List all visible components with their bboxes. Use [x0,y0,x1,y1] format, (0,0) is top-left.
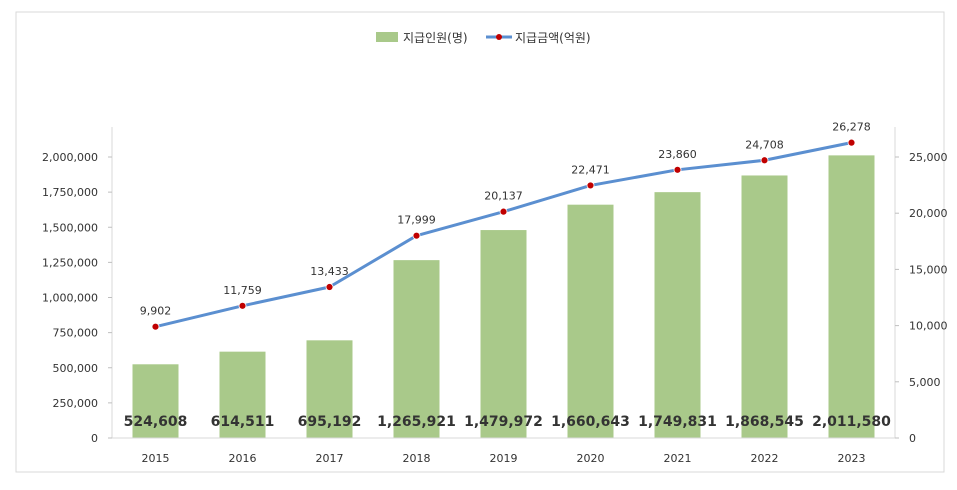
line-value-label: 23,860 [658,148,697,161]
line-value-label: 26,278 [832,121,871,134]
x-tick-label: 2019 [490,452,518,465]
line-point [586,181,595,190]
bar-value-label: 1,660,643 [551,414,630,430]
right-tick-label: 25,000 [909,151,948,164]
line-value-label: 13,433 [310,265,349,278]
left-tick-label: 1,000,000 [42,292,98,305]
bar-data-labels: 524,608 614,511 695,192 1,265,921 1,479,972 1… [124,414,892,430]
bar [480,230,527,438]
line-point [847,138,856,147]
bar-value-label: 524,608 [124,414,188,430]
line-point [673,165,682,174]
line-point [499,207,508,216]
x-tick-label: 2022 [751,452,779,465]
line-point [238,301,247,310]
bar [828,155,875,438]
right-tick-label: 5,000 [909,376,941,389]
legend-line-label: 지급금액(억원) [515,31,591,45]
x-tick-label: 2020 [577,452,605,465]
x-axis: 2015 2016 2017 2018 2019 2020 2021 2022 2023 [112,437,895,465]
right-axis: 0 5,000 10,000 15,000 20,000 25,000 [894,127,948,445]
x-tick-label: 2017 [316,452,344,465]
line-value-label: 20,137 [484,190,523,203]
legend: 지급인원(명) 지급금액(억원) [376,31,591,45]
left-tick-label: 1,500,000 [42,221,98,234]
line-point [325,283,334,291]
bar [567,204,614,438]
line-value-label: 22,471 [571,163,610,176]
bar-value-label: 1,479,972 [464,414,543,430]
left-tick-label: 500,000 [53,362,99,375]
legend-line-marker [496,34,502,40]
bar [306,340,353,438]
bar-value-label: 2,011,580 [812,414,891,430]
right-tick-label: 20,000 [909,207,948,220]
x-tick-label: 2016 [229,452,257,465]
left-tick-label: 250,000 [53,397,99,410]
bar-value-label: 1,749,831 [638,414,717,430]
right-tick-label: 0 [909,432,916,445]
line-value-label: 24,708 [745,138,784,151]
left-tick-label: 1,750,000 [42,186,98,199]
bar-series [132,155,875,438]
line-point [760,156,769,165]
bar [741,175,788,438]
left-tick-label: 2,000,000 [42,151,98,164]
line-series: 9,902 11,759 13,433 17,999 20,137 22,471 23,86… [140,121,871,331]
line-point [151,322,160,331]
line-value-label: 11,759 [223,284,262,297]
bar [219,351,266,438]
left-tick-label: 750,000 [53,327,99,340]
line-point [412,231,421,240]
bar [132,364,179,438]
left-tick-label: 0 [91,432,98,445]
bar [393,260,440,438]
bar-value-label: 695,192 [298,414,362,430]
bar-value-label: 614,511 [211,414,275,430]
right-tick-label: 10,000 [909,320,948,333]
bar [654,192,701,438]
x-tick-label: 2023 [838,452,866,465]
x-tick-label: 2018 [403,452,431,465]
left-axis: 0 250,000 500,000 750,000 1,000,000 1,250,000… [42,127,113,445]
bar-value-label: 1,868,545 [725,414,804,430]
x-tick-label: 2021 [664,452,692,465]
left-tick-label: 1,250,000 [42,256,98,269]
legend-bar-label: 지급인원(명) [403,31,468,45]
x-tick-label: 2015 [142,452,170,465]
legend-bar-swatch [376,32,398,42]
right-tick-label: 15,000 [909,263,948,276]
bar-value-label: 1,265,921 [377,414,456,430]
line-value-label: 17,999 [397,214,436,227]
line-value-label: 9,902 [140,305,172,318]
